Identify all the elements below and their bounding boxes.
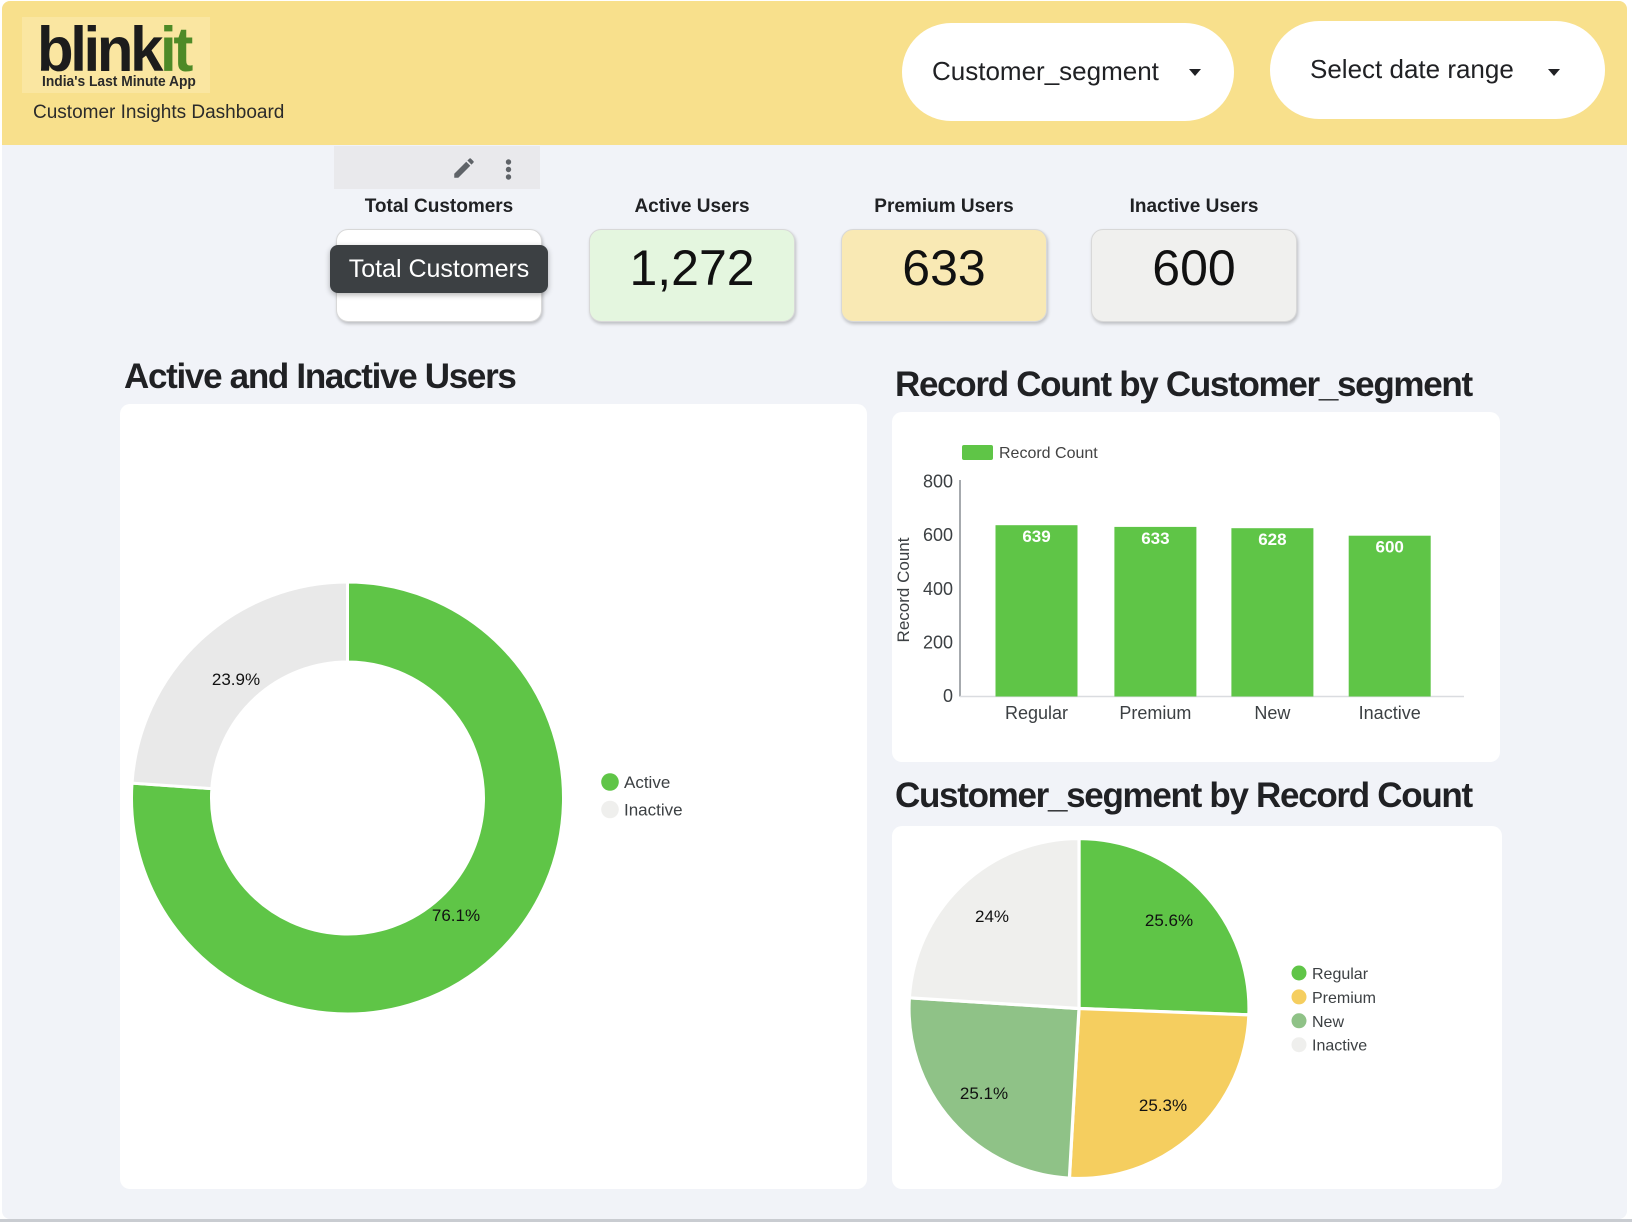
svg-text:639: 639 — [1022, 527, 1050, 546]
svg-text:633: 633 — [1141, 529, 1169, 548]
svg-text:Inactive: Inactive — [624, 801, 683, 820]
svg-text:Premium: Premium — [1312, 990, 1376, 1007]
svg-text:25.3%: 25.3% — [1139, 1096, 1187, 1115]
svg-text:Regular: Regular — [1005, 703, 1068, 723]
svg-text:25.1%: 25.1% — [960, 1084, 1008, 1103]
svg-text:New: New — [1312, 1014, 1344, 1031]
svg-text:25.6%: 25.6% — [1145, 911, 1193, 930]
svg-text:600: 600 — [923, 525, 953, 545]
svg-text:23.9%: 23.9% — [212, 670, 260, 689]
svg-text:Active: Active — [624, 773, 670, 792]
svg-text:76.1%: 76.1% — [432, 906, 480, 925]
svg-text:Premium: Premium — [1119, 703, 1191, 723]
svg-text:Record Count: Record Count — [894, 537, 913, 642]
svg-text:200: 200 — [923, 632, 953, 652]
svg-text:628: 628 — [1258, 530, 1286, 549]
svg-text:600: 600 — [1376, 538, 1404, 557]
svg-text:Regular: Regular — [1312, 966, 1369, 983]
svg-text:Inactive: Inactive — [1312, 1038, 1367, 1055]
svg-text:0: 0 — [943, 686, 953, 706]
svg-text:24%: 24% — [975, 907, 1009, 926]
svg-text:New: New — [1254, 703, 1291, 723]
svg-text:Inactive: Inactive — [1359, 703, 1421, 723]
svg-text:400: 400 — [923, 579, 953, 599]
svg-text:800: 800 — [923, 472, 953, 492]
svg-text:Record Count: Record Count — [999, 445, 1098, 462]
